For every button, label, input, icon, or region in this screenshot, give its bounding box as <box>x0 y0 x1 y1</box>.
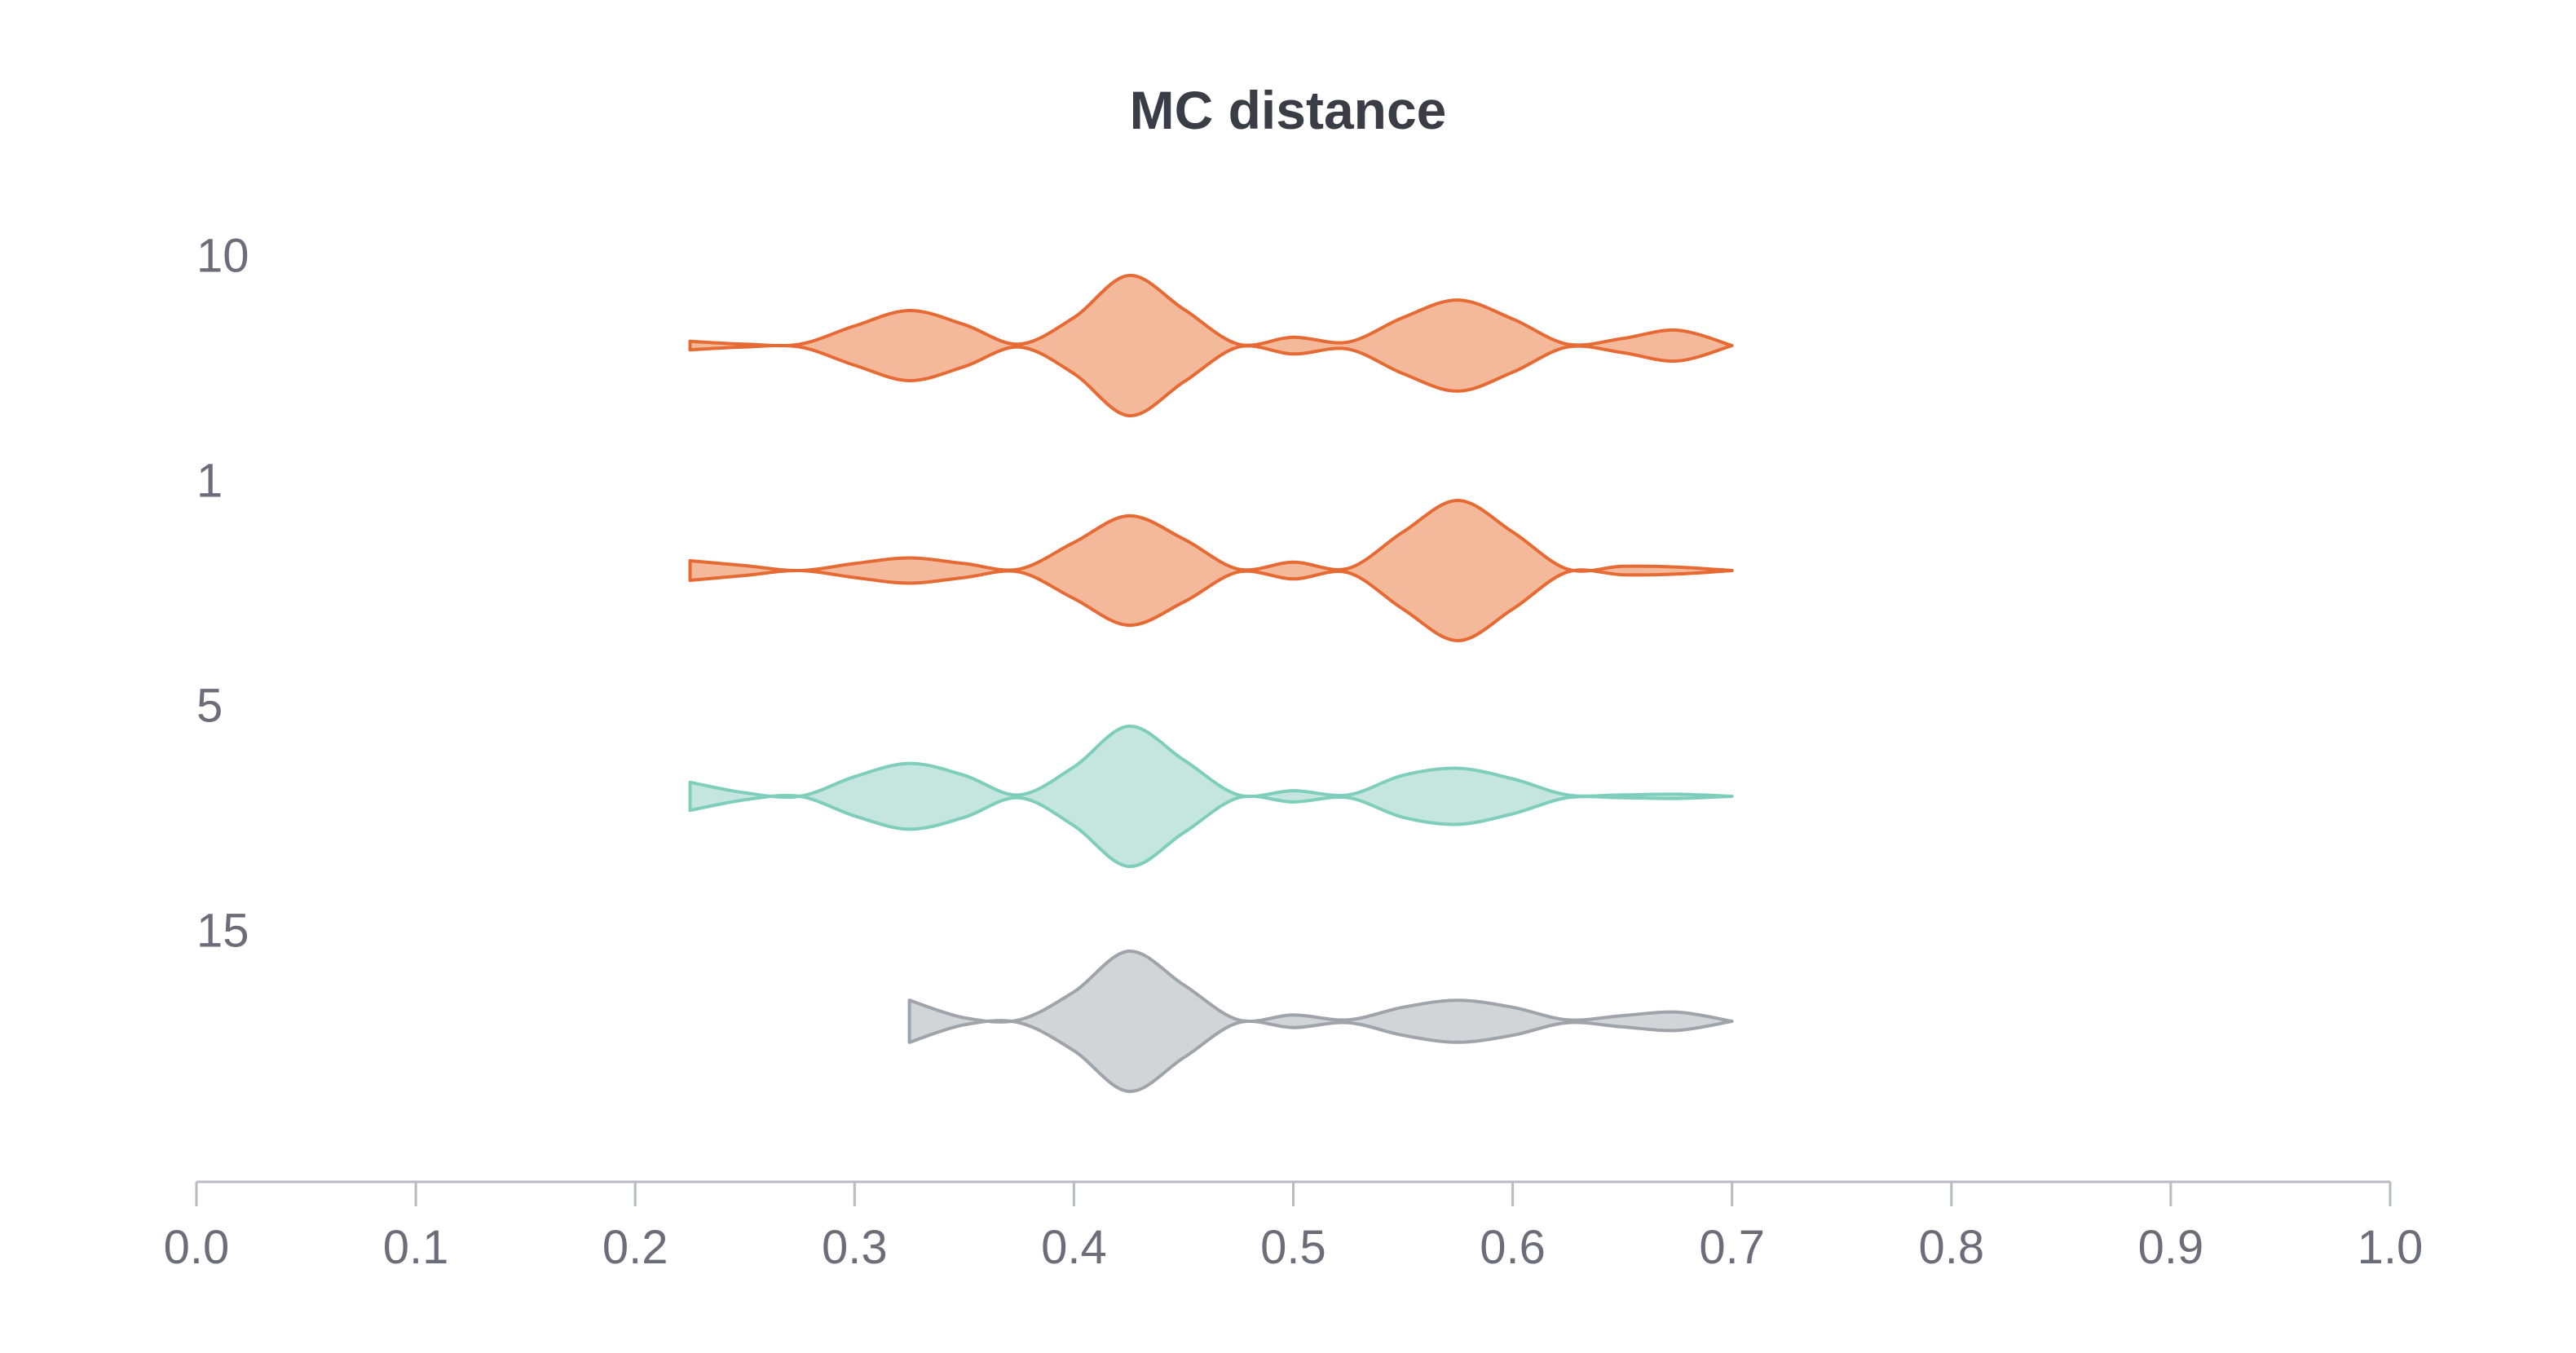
x-tick-label: 0.7 <box>1699 1221 1765 1274</box>
x-tick-label: 0.6 <box>1480 1221 1546 1274</box>
x-tick-label: 0.8 <box>1918 1221 1984 1274</box>
category-label-15: 15 <box>196 904 249 957</box>
category-label-10: 10 <box>196 229 249 282</box>
x-tick-label: 0.3 <box>822 1221 888 1274</box>
category-label-1: 1 <box>196 454 223 507</box>
x-tick-label: 0.5 <box>1260 1221 1326 1274</box>
x-axis: 0.0 0.1 0.2 0.3 0.4 0.5 0.6 0.7 0.8 0.9 1.0 <box>164 1180 2424 1274</box>
violin-group <box>688 273 1734 1094</box>
chart-title: MC distance <box>1130 80 1447 140</box>
violin-5 <box>688 724 1734 869</box>
x-tick-label: 0.9 <box>2138 1221 2204 1274</box>
violin-15 <box>907 949 1734 1094</box>
violin-1 <box>688 499 1734 642</box>
x-tick-label: 1.0 <box>2358 1221 2424 1274</box>
category-label-5: 5 <box>196 679 223 732</box>
x-tick-label: 0.2 <box>602 1221 668 1274</box>
x-tick-label: 0.0 <box>164 1221 230 1274</box>
violin-10 <box>688 273 1734 418</box>
x-tick-label: 0.4 <box>1041 1221 1107 1274</box>
x-tick-label: 0.1 <box>383 1221 449 1274</box>
